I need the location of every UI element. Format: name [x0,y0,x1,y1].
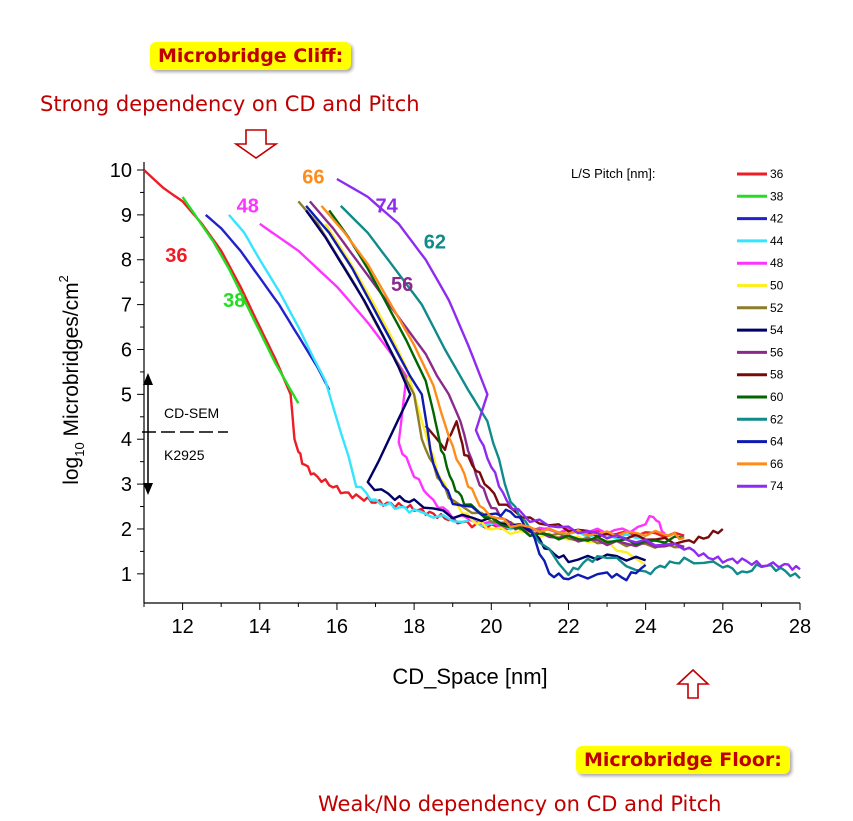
series-line-54 [305,209,647,564]
legend-label-44: 44 [770,234,784,248]
legend-label-60: 60 [770,390,784,404]
x-tick-label: 24 [635,616,657,638]
x-tick-label: 20 [480,616,502,638]
series-inline-label-36: 36 [165,245,187,267]
series-line-58 [424,420,724,546]
legend-label-66: 66 [770,457,784,471]
x-tick-label: 18 [403,616,425,638]
cliff-callout-title: Microbridge Cliff: [150,42,352,70]
series-line-64 [305,205,647,582]
legend-title: L/S Pitch [nm]: [571,166,656,181]
legend-label-48: 48 [770,256,784,270]
legend-label-38: 38 [770,189,784,203]
series-line-36 [143,169,685,539]
legend-label-50: 50 [770,279,784,293]
x-axis-label: CD_Space [nm] [392,664,547,689]
legend-label-36: 36 [770,167,784,181]
y-tick-label: 10 [110,160,132,182]
series-line-56 [308,200,685,549]
series-line-62 [339,205,801,580]
legend-label-56: 56 [770,345,784,359]
legend-label-42: 42 [770,212,784,226]
floor-callout-text: Weak/No dependency on CD and Pitch [318,792,722,816]
arrow-down-icon [143,483,153,495]
series-line-66 [320,205,685,541]
cliff-arrow-icon [233,129,279,159]
series-inline-label-62: 62 [424,232,446,254]
legend-label-74: 74 [770,479,784,493]
y-tick-label: 7 [121,295,132,317]
x-tick-label: 14 [249,616,271,638]
measurement-boundary-annotation: CD-SEM K2925 [142,373,228,495]
legend: L/S Pitch [nm]: 36 38 42 44 48 50 52 54 56 58 60 62… [571,166,784,493]
floor-callout-title: Microbridge Floor: [576,746,790,774]
series-inline-label-48: 48 [237,196,259,218]
legend-label-58: 58 [770,368,784,382]
arrow-up-icon [143,373,153,385]
cdsem-label: CD-SEM [164,405,219,421]
series-line-60 [328,209,685,546]
y-axis-label: log10 Microbridges/cm2 [56,275,87,485]
cliff-callout-text: Strong dependency on CD and Pitch [40,92,420,116]
series-line-38 [181,196,300,404]
y-tick-label: 6 [121,339,132,361]
y-tick-label: 5 [121,384,132,406]
series-inline-label-74: 74 [376,196,399,218]
floor-arrow-icon [675,668,711,699]
x-tick-label: 26 [712,616,734,638]
y-tick-label: 3 [121,474,132,496]
series-inline-label-38: 38 [223,290,245,312]
inline-series-labels: 36 38 48 56 62 66 74 [165,166,446,311]
legend-label-62: 62 [770,412,784,426]
y-tick-label: 9 [121,205,132,227]
x-tick-label: 12 [171,616,193,638]
x-tick-label: 16 [326,616,348,638]
series-line-48 [259,222,666,535]
legend-label-52: 52 [770,301,784,315]
y-tick-label: 4 [121,429,132,451]
series-line-74 [336,177,801,571]
y-tick-label: 8 [121,250,132,272]
x-tick-label: 22 [557,616,579,638]
series-inline-label-56: 56 [391,274,413,296]
legend-label-64: 64 [770,435,784,449]
series-inline-label-66: 66 [302,166,324,188]
y-tick-label: 2 [121,519,132,541]
series-layer [143,169,801,582]
legend-label-54: 54 [770,323,784,337]
y-tick-label: 1 [121,564,132,586]
x-tick-label: 28 [789,616,811,638]
k2925-label: K2925 [164,447,205,463]
